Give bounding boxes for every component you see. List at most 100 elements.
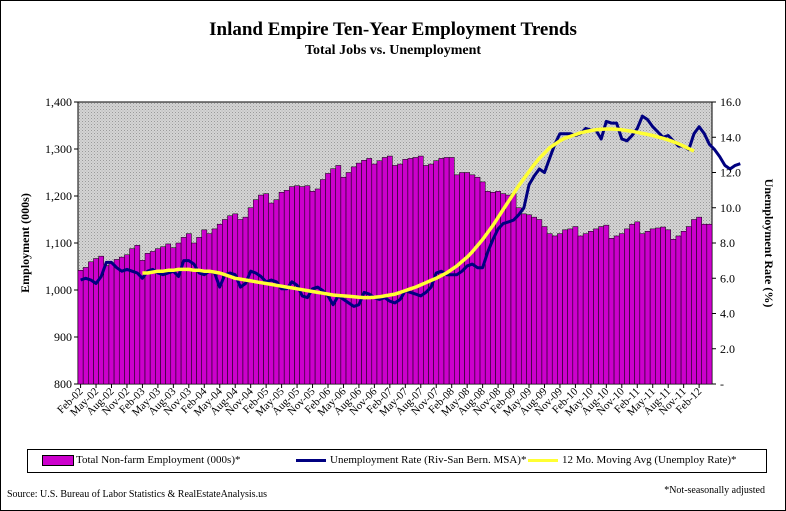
employment-bar xyxy=(469,174,476,385)
employment-bar xyxy=(665,229,672,385)
legend-label-unemployment: Unemployment Rate (Riv-San Bern. MSA)* xyxy=(330,454,527,466)
employment-bar xyxy=(639,233,646,385)
employment-bar xyxy=(603,224,610,385)
source-note: Source: U.S. Bureau of Labor Statistics … xyxy=(7,489,267,500)
employment-bar xyxy=(381,157,388,385)
employment-bar xyxy=(634,221,641,385)
y2-tick-label: 10.0 xyxy=(720,201,741,215)
employment-bar xyxy=(479,181,486,385)
employment-bar xyxy=(222,219,228,385)
employment-bar xyxy=(608,238,615,385)
employment-bar xyxy=(706,223,713,385)
employment-bar xyxy=(551,235,558,385)
employment-bar xyxy=(428,163,434,385)
employment-bar xyxy=(356,162,362,385)
employment-bar xyxy=(118,256,125,385)
employment-bar xyxy=(546,233,553,385)
employment-bar xyxy=(397,163,403,385)
employment-bar xyxy=(247,207,254,385)
employment-bar xyxy=(103,265,110,385)
employment-bar xyxy=(387,155,393,385)
y2-axis-title: Unemployment Rate (%) xyxy=(762,179,776,308)
legend-item-unemployment: Unemployment Rate (Riv-San Bern. MSA)* xyxy=(296,454,526,466)
moving-average-line xyxy=(142,127,695,300)
employment-bar xyxy=(185,233,192,385)
employment-bar xyxy=(129,248,135,385)
legend-label-employment: Total Non-farm Employment (000s)* xyxy=(76,454,241,466)
y2-tick-label: 8.0 xyxy=(720,236,735,250)
y2-tick-label: 2.0 xyxy=(720,342,735,356)
y-tick-label: 1,000 xyxy=(45,283,72,297)
legend-swatch-moving-average xyxy=(528,458,558,462)
legend: Total Non-farm Employment (000s)* Unempl… xyxy=(27,449,767,473)
employment-bar xyxy=(521,213,527,385)
y2-tick-label: 4.0 xyxy=(720,307,735,321)
y-tick-label: 1,200 xyxy=(45,189,72,203)
employment-bar xyxy=(531,216,537,385)
employment-bar xyxy=(572,226,579,385)
chart-title: Inland Empire Ten-Year Employment Trends xyxy=(209,19,577,40)
employment-bar xyxy=(624,228,630,385)
employment-bar xyxy=(423,165,429,385)
chart-svg: 800 900 1,000 1,100 1,200 1,300 1,400 - 2.0 4.0 6.… xyxy=(18,95,776,419)
y2-tick-label: 14.0 xyxy=(720,130,741,144)
employment-bar xyxy=(340,176,347,385)
employment-bar xyxy=(474,176,481,385)
employment-bar xyxy=(660,226,666,385)
employment-bar xyxy=(263,193,269,385)
chart-subtitle: Total Jobs vs. Unemployment xyxy=(304,43,482,58)
employment-bar xyxy=(175,242,182,385)
employment-bar xyxy=(459,172,465,385)
employment-bar xyxy=(701,223,708,385)
employment-bar xyxy=(613,235,620,385)
employment-bar xyxy=(335,165,342,385)
employment-bar xyxy=(258,194,264,385)
employment-bar xyxy=(227,215,233,385)
employment-bar xyxy=(464,172,470,385)
employment-bar xyxy=(124,254,130,385)
employment-bar xyxy=(160,246,166,385)
employment-bar xyxy=(685,226,692,385)
legend-label-moving-average: 12 Mo. Moving Avg (Unemploy Rate)* xyxy=(562,454,737,466)
employment-bar xyxy=(392,165,398,385)
y-tick-label: 1,400 xyxy=(45,95,72,109)
y-tick-label: 800 xyxy=(54,377,72,391)
employment-bar xyxy=(320,179,326,385)
y-tick-label: 900 xyxy=(54,330,72,344)
legend-item-moving-average: 12 Mo. Moving Avg (Unemploy Rate)* xyxy=(528,454,737,466)
employment-bar xyxy=(371,163,378,385)
employment-bar xyxy=(598,226,605,385)
employment-bar xyxy=(515,207,522,385)
employment-bar xyxy=(691,219,697,385)
employment-bar xyxy=(325,173,331,385)
employment-bar xyxy=(417,155,424,385)
employment-bar xyxy=(567,228,574,385)
employment-bar xyxy=(484,191,491,385)
employment-bar xyxy=(350,166,357,385)
y2-tick-label: 16.0 xyxy=(720,95,741,109)
employment-bar xyxy=(196,237,202,385)
employment-bar xyxy=(165,243,172,385)
employment-bar xyxy=(588,231,594,385)
employment-bar xyxy=(541,226,548,385)
employment-bar xyxy=(618,233,625,385)
employment-bar xyxy=(629,223,635,385)
y2-tick-label: - xyxy=(720,377,724,391)
employment-bar xyxy=(644,231,651,385)
employment-bar xyxy=(562,229,568,385)
employment-bar xyxy=(77,270,84,385)
unemployment-rate-line xyxy=(80,114,741,308)
employment-bar xyxy=(134,245,141,385)
employment-bar xyxy=(232,213,239,385)
legend-item-employment: Total Non-farm Employment (000s)* xyxy=(42,454,241,466)
employment-bar xyxy=(330,168,336,385)
employment-bar xyxy=(108,262,115,385)
employment-bar xyxy=(170,247,177,385)
employment-bar xyxy=(273,199,280,385)
employment-bar xyxy=(93,258,99,385)
y-tick-label: 1,100 xyxy=(45,236,72,250)
y-tick-label: 1,300 xyxy=(45,142,72,156)
employment-bar xyxy=(253,199,259,385)
employment-bar xyxy=(557,233,563,385)
employment-bar xyxy=(454,174,460,385)
